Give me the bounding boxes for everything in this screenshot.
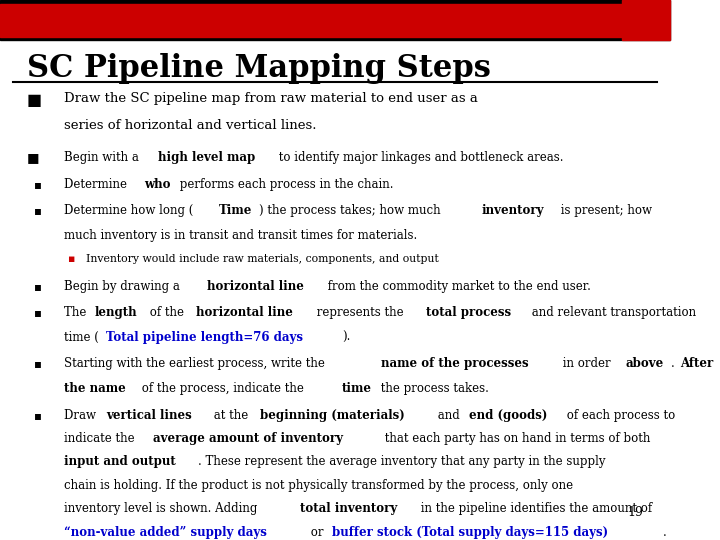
Text: performs each process in the chain.: performs each process in the chain.: [176, 178, 393, 191]
Text: ▪: ▪: [34, 357, 42, 370]
Text: total process: total process: [426, 306, 511, 320]
Bar: [0, 4, 622, 37]
Text: ■: ■: [27, 151, 40, 164]
Text: at the: at the: [210, 409, 251, 422]
Text: Total pipeline length=76 days: Total pipeline length=76 days: [106, 331, 302, 344]
Text: the name: the name: [63, 382, 125, 395]
Text: vertical lines: vertical lines: [107, 409, 192, 422]
Text: .: .: [671, 357, 678, 370]
Text: total inventory: total inventory: [300, 502, 397, 515]
Text: Determine: Determine: [63, 178, 130, 191]
Text: high level map: high level map: [158, 151, 256, 164]
Text: is present; how: is present; how: [557, 204, 652, 217]
Text: buffer stock (Total supply days=115 days): buffer stock (Total supply days=115 days…: [331, 525, 608, 538]
Text: in order: in order: [559, 357, 614, 370]
Text: time: time: [341, 382, 372, 395]
Text: above: above: [625, 357, 663, 370]
Text: that each party has on hand in terms of both: that each party has on hand in terms of …: [381, 432, 650, 445]
Text: name of the processes: name of the processes: [382, 357, 529, 370]
Text: from the commodity market to the end user.: from the commodity market to the end use…: [323, 280, 590, 293]
Text: Draw the SC pipeline map from raw material to end user as a: Draw the SC pipeline map from raw materi…: [63, 91, 477, 105]
Text: Inventory would include raw materials, components, and output: Inventory would include raw materials, c…: [86, 254, 438, 264]
Text: .: .: [663, 525, 667, 538]
Text: 19: 19: [627, 505, 643, 519]
Text: and: and: [433, 409, 463, 422]
Text: indicate the: indicate the: [63, 432, 138, 445]
Text: of each process to: of each process to: [563, 409, 675, 422]
Text: and relevant transportation: and relevant transportation: [528, 306, 696, 320]
Text: the process takes.: the process takes.: [377, 382, 490, 395]
Text: Time: Time: [219, 204, 253, 217]
Text: time (: time (: [63, 331, 99, 344]
Text: SC Pipeline Mapping Steps: SC Pipeline Mapping Steps: [27, 53, 490, 84]
Text: The: The: [63, 306, 90, 320]
Text: inventory level is shown. Adding: inventory level is shown. Adding: [63, 502, 261, 515]
Text: in the pipeline identifies the amount of: in the pipeline identifies the amount of: [417, 502, 652, 515]
Text: ).: ).: [342, 331, 351, 344]
Text: ▪: ▪: [34, 280, 42, 293]
Text: ▪: ▪: [34, 178, 42, 191]
Text: average amount of inventory: average amount of inventory: [153, 432, 343, 445]
Text: end (goods): end (goods): [469, 409, 548, 422]
Text: Begin with a: Begin with a: [63, 151, 143, 164]
Text: length: length: [95, 306, 138, 320]
Text: ▪: ▪: [67, 254, 74, 264]
Text: of the: of the: [146, 306, 188, 320]
Text: ▪: ▪: [34, 306, 42, 320]
Bar: [622, 0, 670, 40]
Text: Begin by drawing a: Begin by drawing a: [63, 280, 184, 293]
Text: series of horizontal and vertical lines.: series of horizontal and vertical lines.: [63, 119, 316, 132]
Text: Draw: Draw: [63, 409, 99, 422]
Text: to identify major linkages and bottleneck areas.: to identify major linkages and bottlenec…: [275, 151, 563, 164]
Text: who: who: [144, 178, 171, 191]
Text: beginning (materials): beginning (materials): [260, 409, 405, 422]
Text: Determine how long (: Determine how long (: [63, 204, 193, 217]
Text: input and output: input and output: [63, 455, 176, 468]
Text: horizontal line: horizontal line: [207, 280, 304, 293]
Text: “non-value added” supply days: “non-value added” supply days: [63, 525, 266, 538]
Text: chain is holding. If the product is not physically transformed by the process, o: chain is holding. If the product is not …: [63, 479, 573, 492]
Text: ) the process takes; how much: ) the process takes; how much: [259, 204, 444, 217]
Text: ▪: ▪: [34, 204, 42, 217]
Text: ▪: ▪: [34, 409, 42, 422]
Text: much inventory is in transit and transit times for materials.: much inventory is in transit and transit…: [63, 229, 417, 242]
Text: . These represent the average inventory that any party in the supply: . These represent the average inventory …: [198, 455, 606, 468]
Text: inventory: inventory: [482, 204, 544, 217]
Text: or: or: [307, 525, 328, 538]
Bar: [0, 0, 670, 40]
Text: Starting with the earliest process, write the: Starting with the earliest process, writ…: [63, 357, 328, 370]
Text: After: After: [680, 357, 714, 370]
Text: of the process, indicate the: of the process, indicate the: [138, 382, 307, 395]
Text: horizontal line: horizontal line: [197, 306, 293, 320]
Text: represents the: represents the: [312, 306, 407, 320]
Text: ■: ■: [27, 91, 42, 109]
